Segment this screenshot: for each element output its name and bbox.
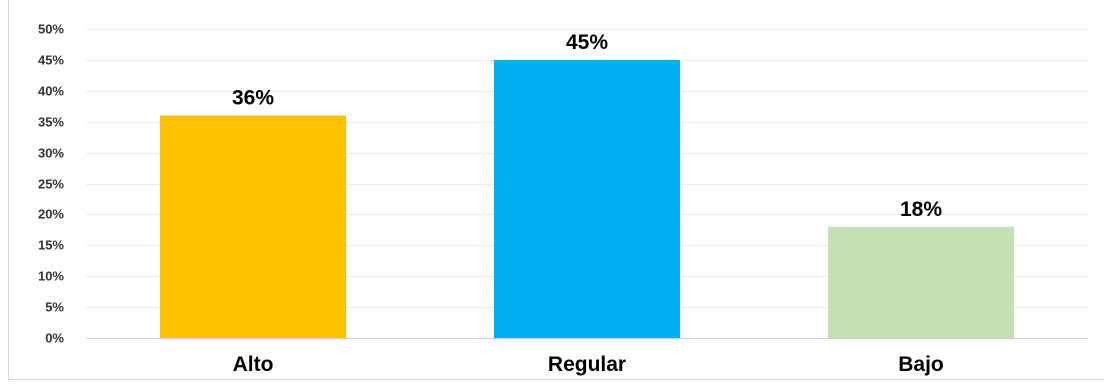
y-tick-label: 40% (38, 84, 64, 99)
y-tick-label: 15% (38, 238, 64, 253)
y-tick-label: 10% (38, 269, 64, 284)
x-category-label: Regular (548, 353, 626, 376)
y-tick-label: 45% (38, 53, 64, 68)
y-tick-label: 35% (38, 115, 64, 130)
y-tick-label: 20% (38, 207, 64, 222)
y-tick-label: 25% (38, 177, 64, 192)
bar-alto (160, 115, 346, 339)
y-tick-label: 0% (45, 331, 64, 346)
x-category-label: Bajo (898, 353, 944, 376)
x-category-label: Alto (233, 353, 274, 376)
x-axis-category-labels: Alto Regular Bajo (233, 353, 944, 376)
frame-left-border (8, 0, 9, 381)
bar-value-label: 36% (232, 87, 274, 110)
y-axis-tick-labels: 0% 5% 10% 15% 20% 25% 30% 35% 40% 45% 50% (38, 22, 64, 346)
bar-value-labels: 36% 45% 18% (232, 31, 942, 221)
frame-bottom-border (8, 379, 1104, 380)
y-tick-label: 50% (38, 22, 64, 37)
bar-value-label: 45% (566, 31, 608, 54)
bars (160, 59, 1014, 339)
bar-value-label: 18% (900, 198, 942, 221)
y-tick-label: 5% (45, 300, 64, 315)
y-tick-label: 30% (38, 146, 64, 161)
bar-regular (494, 59, 680, 339)
bar-bajo (828, 226, 1014, 338)
